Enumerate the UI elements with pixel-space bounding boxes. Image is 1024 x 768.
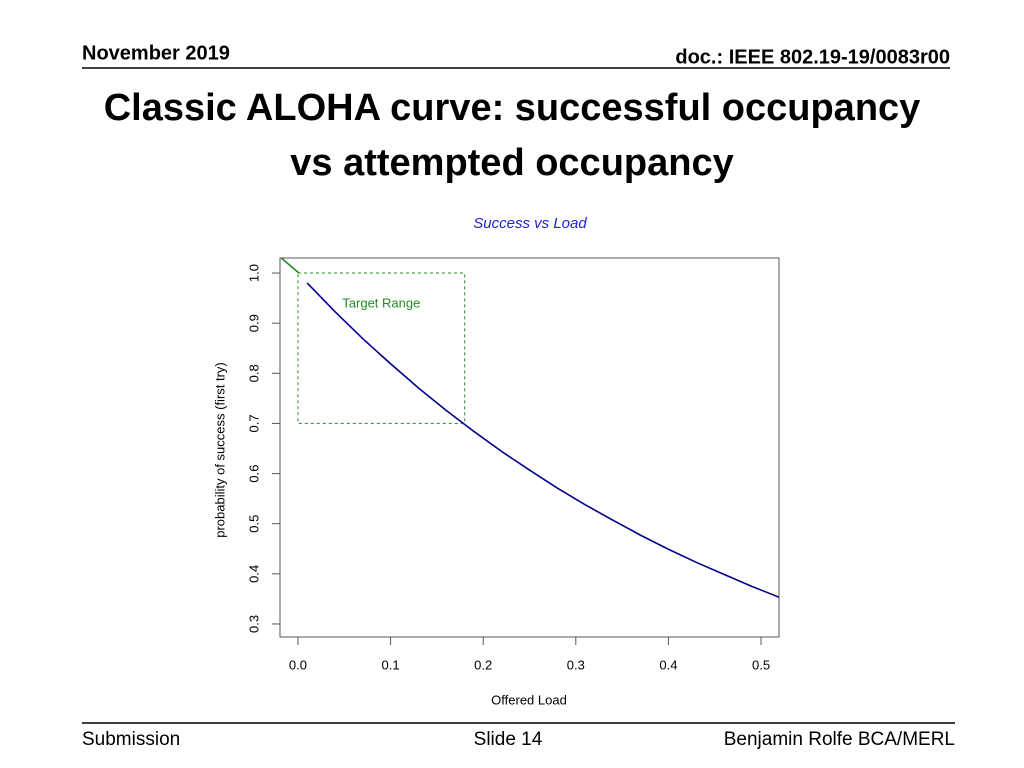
footer-center: Slide 14 [474, 729, 543, 750]
x-tick-label: 0.4 [659, 657, 677, 672]
target-range-label: Target Range [342, 295, 420, 310]
x-tick-label: 0.1 [382, 657, 400, 672]
y-tick-label: 1.0 [246, 264, 261, 282]
header-date: November 2019 [82, 42, 230, 64]
y-tick-label: 0.8 [246, 364, 261, 382]
target-range [297, 272, 466, 424]
x-tick-label: 0.0 [289, 657, 307, 672]
series-line [280, 258, 300, 274]
x-tick-label: 0.2 [474, 657, 492, 672]
y-tick-label: 0.6 [246, 465, 261, 483]
x-tick-label: 0.3 [567, 657, 585, 672]
plot-frame [279, 257, 780, 638]
slide-title: vs attempted occupancy [290, 142, 733, 184]
y-tick-label: 0.5 [246, 515, 261, 533]
y-tick-label: 0.4 [246, 565, 261, 583]
footer-right: Benjamin Rolfe BCA/MERL [724, 729, 955, 750]
y-tick-label: 0.3 [246, 615, 261, 633]
chart-title: Success vs Load [473, 215, 587, 232]
header-doc: doc.: IEEE 802.19-19/0083r00 [675, 46, 950, 68]
footer-left: Submission [82, 729, 180, 750]
series-line [306, 282, 779, 599]
y-axis-title: probability of success (first try) [212, 362, 227, 538]
y-tick-label: 0.7 [246, 414, 261, 432]
x-axis-title: Offered Load [491, 692, 567, 707]
x-tick-label: 0.5 [752, 657, 770, 672]
y-tick-label: 0.9 [246, 314, 261, 332]
slide-title: Classic ALOHA curve: successful occupanc… [104, 87, 921, 129]
